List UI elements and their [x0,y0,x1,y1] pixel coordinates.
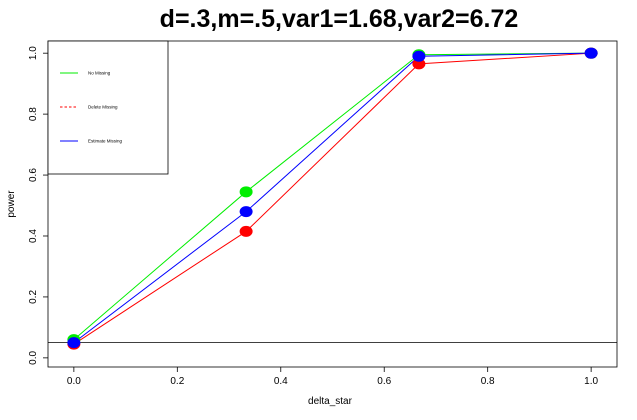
series-line-2 [73,52,592,345]
series-1-point [239,186,253,198]
legend-label-3: Estimate Missing [88,139,123,144]
series-line-1 [73,52,592,340]
plot-frame [47,40,618,368]
series-2-point [412,58,426,70]
y-tick-label: 0.4 [28,229,39,243]
x-tick-label: 0.0 [67,376,81,387]
series-3-point [67,337,81,349]
series-2-point [239,225,253,237]
x-axis: 0.0 0.2 0.4 0.6 0.8 1.0 [67,367,599,387]
x-tick-label: 0.8 [481,376,495,387]
series-3-point [584,47,598,59]
series-3-point [412,50,426,62]
x-axis-label: delta_star [308,396,353,407]
x-tick-label: 1.0 [584,376,598,387]
y-tick-label: 1.0 [28,46,39,60]
legend-box [47,40,169,175]
y-tick-label: 0.0 [28,350,39,364]
legend-label-2: Delete Missing [88,105,118,110]
y-tick-label: 0.8 [28,107,39,121]
y-axis: 0.0 0.2 0.4 0.6 0.8 1.0 [28,46,48,365]
series-3-point [239,206,253,218]
series-layer [67,47,598,350]
x-tick-label: 0.2 [170,376,184,387]
chart-title: d=.3,m=.5,var1=1.68,var2=6.72 [160,5,519,33]
y-tick-label: 0.2 [28,290,39,304]
legend-label-1: No Missing [88,71,111,76]
y-axis-label: power [6,190,17,218]
x-tick-label: 0.4 [274,376,288,387]
legend: No Missing Delete Missing Estimate Missing [47,40,169,175]
y-tick-label: 0.6 [28,168,39,182]
series-line-3 [73,52,592,344]
x-tick-label: 0.6 [377,376,391,387]
